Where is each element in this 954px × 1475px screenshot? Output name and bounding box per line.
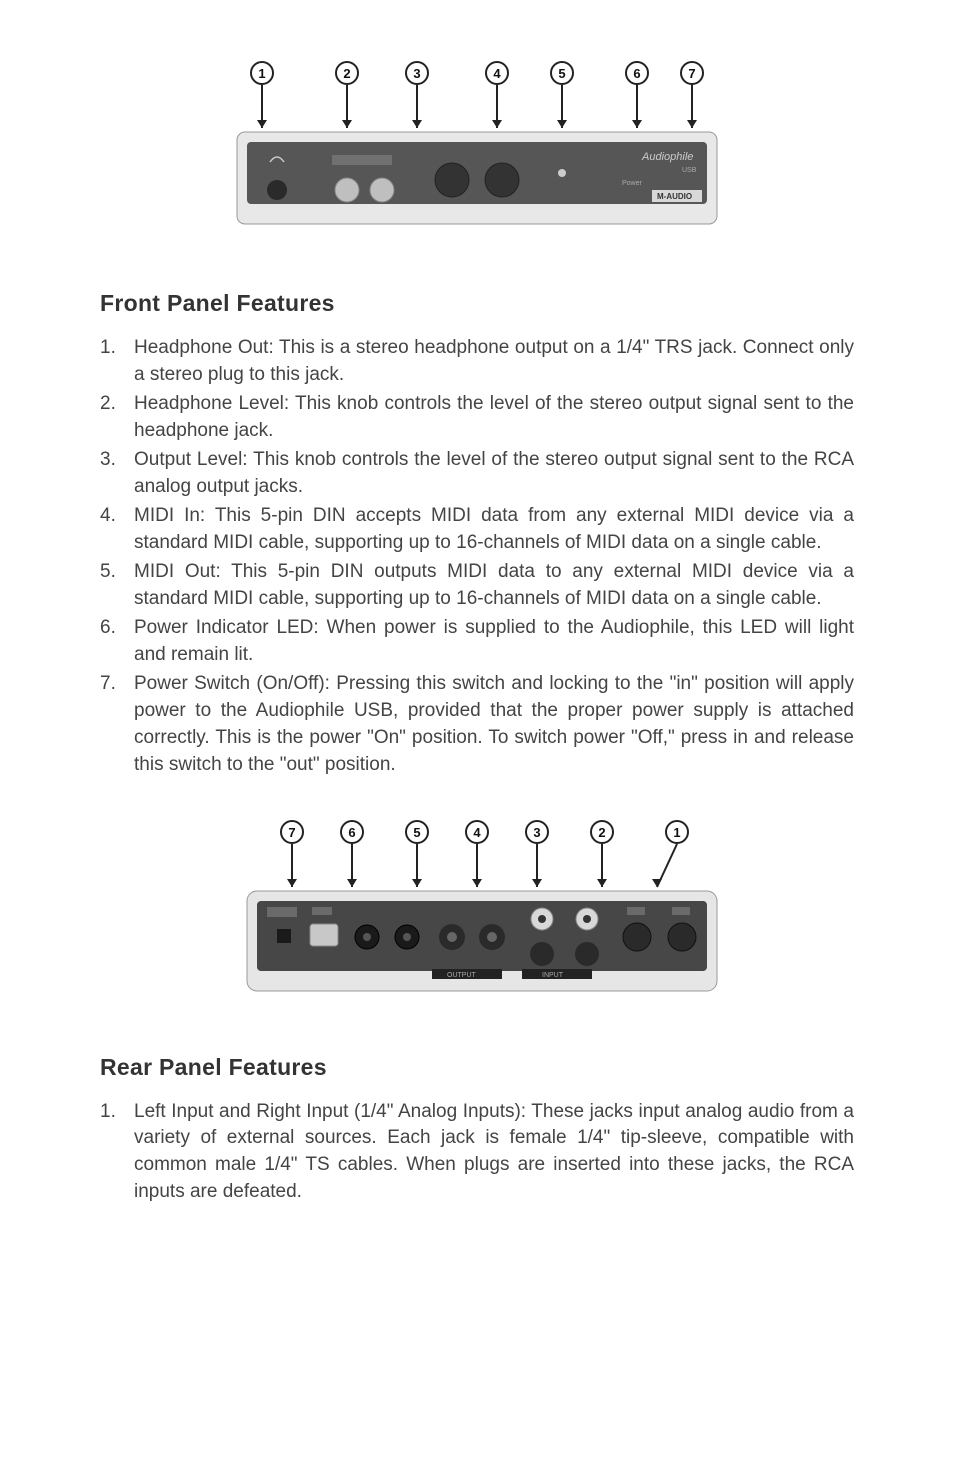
rear-panel-heading: Rear Panel Features [100,1054,854,1081]
svg-text:M-AUDIO: M-AUDIO [657,192,692,201]
svg-text:Audiophile: Audiophile [641,151,693,163]
svg-text:5: 5 [558,66,565,81]
svg-text:2: 2 [343,66,350,81]
svg-text:1: 1 [673,825,680,840]
rear-panel-diagram: 7 6 5 4 3 2 1 OUTPUT INPUT [100,819,854,1014]
svg-text:4: 4 [493,66,501,81]
svg-text:USB: USB [682,167,697,174]
list-item: Headphone Level: This knob controls the … [100,391,854,445]
svg-text:INPUT: INPUT [542,972,564,979]
svg-text:6: 6 [633,66,640,81]
svg-text:7: 7 [688,66,695,81]
svg-text:2: 2 [598,825,605,840]
list-item: Power Indicator LED: When power is suppl… [100,615,854,669]
svg-text:3: 3 [533,825,540,840]
front-panel-diagram: 1 2 3 4 5 6 7 Audiophile USB Power M-AUDIO [100,60,854,250]
svg-text:OUTPUT: OUTPUT [447,972,477,979]
list-item: Left Input and Right Input (1/4" Analog … [100,1099,854,1207]
rear-panel-svg: 7 6 5 4 3 2 1 OUTPUT INPUT [192,819,762,1014]
svg-text:7: 7 [288,825,295,840]
front-panel-heading: Front Panel Features [100,290,854,317]
list-item: Headphone Out: This is a stereo headphon… [100,335,854,389]
list-item: Output Level: This knob controls the lev… [100,447,854,501]
list-item: Power Switch (On/Off): Pressing this swi… [100,671,854,779]
list-item: MIDI Out: This 5-pin DIN outputs MIDI da… [100,559,854,613]
svg-text:3: 3 [413,66,420,81]
svg-text:6: 6 [348,825,355,840]
svg-text:1: 1 [258,66,265,81]
list-item: MIDI In: This 5-pin DIN accepts MIDI dat… [100,503,854,557]
svg-text:4: 4 [473,825,481,840]
front-panel-list: Headphone Out: This is a stereo headphon… [100,335,854,779]
svg-text:5: 5 [413,825,420,840]
svg-text:Power: Power [622,180,643,187]
rear-panel-list: Left Input and Right Input (1/4" Analog … [100,1099,854,1207]
front-panel-svg: 1 2 3 4 5 6 7 Audiophile USB Power M-AUDIO [192,60,762,250]
